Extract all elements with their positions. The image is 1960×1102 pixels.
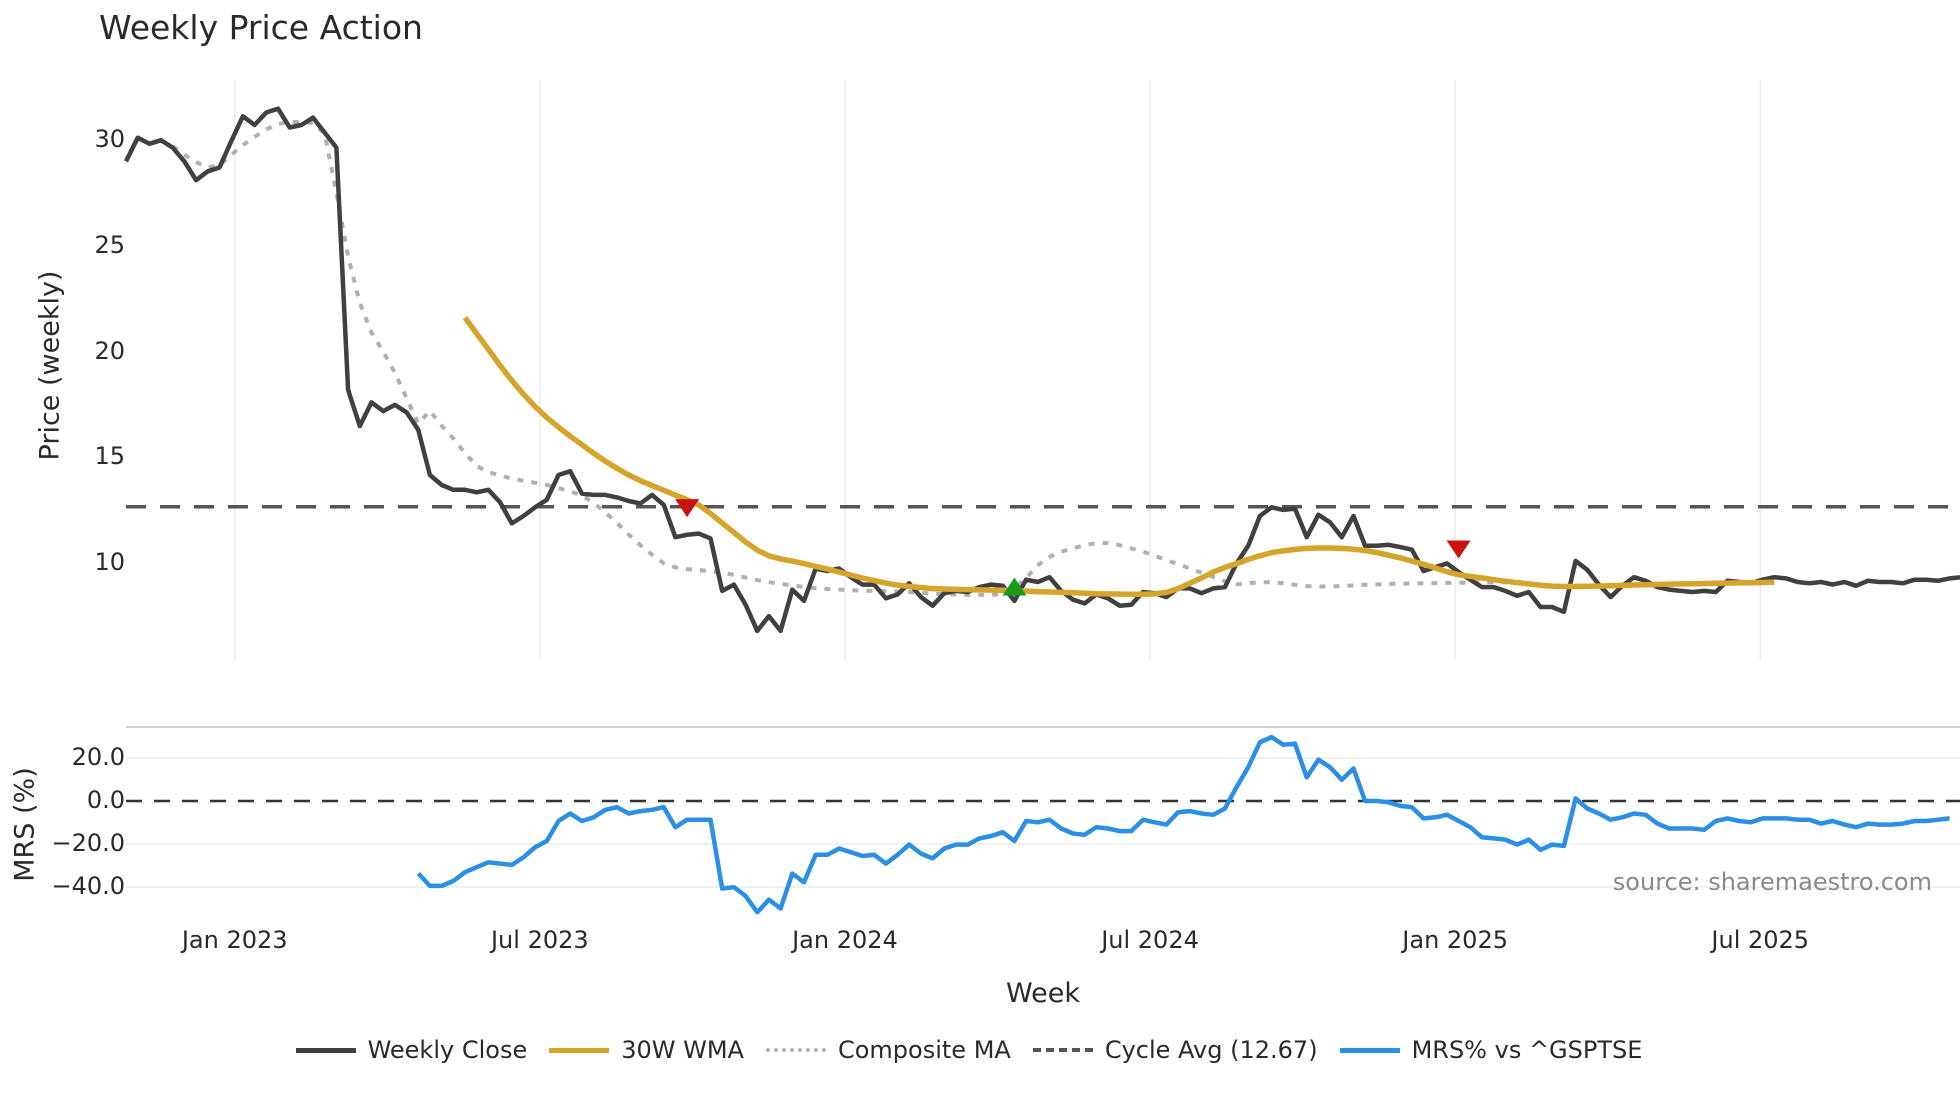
source-note: source: sharemaestro.com — [1612, 868, 1932, 896]
weekly-close-line — [123, 106, 1960, 634]
y-tick-label: −40.0 — [51, 872, 125, 900]
legend-label: Cycle Avg (12.67) — [1104, 1036, 1318, 1064]
legend-label: 30W WMA — [621, 1036, 744, 1064]
weekly-close-swatch-icon — [295, 1047, 356, 1053]
chart-title: Weekly Price Action — [99, 8, 423, 47]
legend-item-wma[interactable]: 30W WMA — [549, 1036, 744, 1064]
y-tick-label: −20.0 — [51, 829, 125, 857]
y-tick-label: 10 — [94, 548, 125, 577]
mrs-y-axis-title: MRS (%) — [9, 767, 41, 882]
legend-label: MRS% vs ^GSPTSE — [1411, 1036, 1643, 1064]
legend-item-composite[interactable]: Composite MA — [765, 1036, 1011, 1064]
x-tick-label: Jan 2024 — [792, 926, 898, 954]
legend-item-weekly-close[interactable]: Weekly Close — [295, 1036, 528, 1064]
vertical-gridlines — [233, 80, 1762, 660]
mrs-line — [416, 734, 1950, 915]
buy-signal-triangle-up-icon — [1002, 577, 1027, 596]
sell-signal-triangle-down-icon — [1446, 540, 1471, 559]
y-tick-label: 25 — [94, 230, 125, 259]
composite-ma-line — [171, 120, 1529, 597]
signal-markers — [675, 499, 1471, 596]
legend-item-cycle[interactable]: Cycle Avg (12.67) — [1032, 1036, 1318, 1064]
composite-swatch-icon — [765, 1048, 826, 1052]
y-tick-label: 30 — [94, 125, 125, 153]
legend-label: Weekly Close — [367, 1036, 528, 1064]
y-tick-label: 0.0 — [86, 786, 125, 814]
x-tick-label: Jul 2024 — [1101, 926, 1199, 954]
wma-swatch-icon — [549, 1047, 610, 1053]
y-tick-label: 20 — [94, 336, 125, 365]
y-tick-label: 20.0 — [71, 743, 125, 771]
x-axis-title: Week — [1006, 978, 1080, 1009]
y-tick-label: 15 — [94, 442, 125, 471]
x-tick-label: Jul 2025 — [1711, 926, 1810, 954]
mrs-swatch-icon — [1339, 1047, 1400, 1053]
legend-label: Composite MA — [837, 1036, 1011, 1064]
sell-signal-triangle-down-icon — [675, 499, 700, 518]
x-tick-label: Jan 2023 — [181, 926, 288, 954]
wma-30w-line — [462, 316, 1775, 598]
legend-item-mrs[interactable]: MRS% vs ^GSPTSE — [1339, 1036, 1643, 1064]
price-y-axis-title: Price (weekly) — [34, 270, 66, 461]
legend: Weekly Close 30W WMA Composite MA Cycle … — [0, 1036, 1960, 1064]
cycle-swatch-icon — [1032, 1048, 1093, 1052]
x-tick-label: Jan 2025 — [1402, 926, 1508, 954]
x-tick-label: Jul 2023 — [490, 926, 589, 954]
